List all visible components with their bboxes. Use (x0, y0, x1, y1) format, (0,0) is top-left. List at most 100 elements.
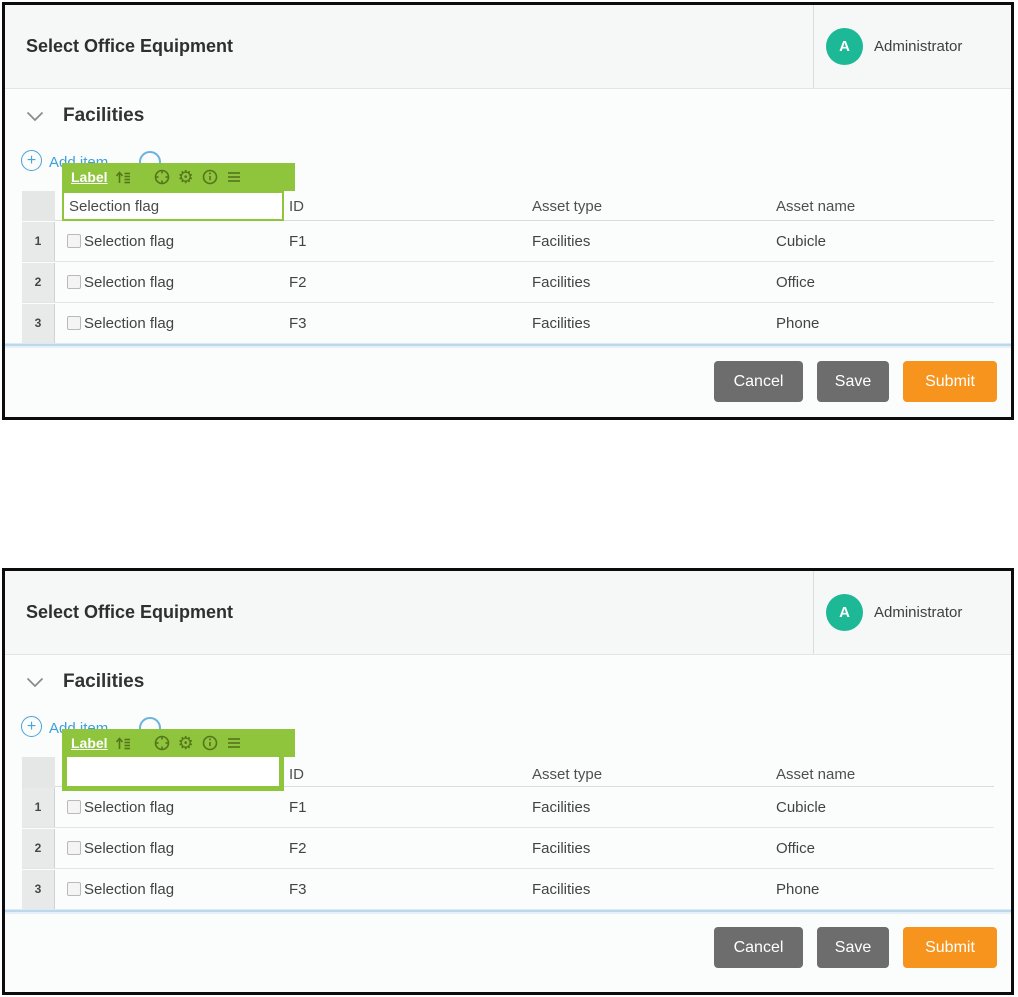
panel-header: Select Office Equipment A Administrator (5, 5, 1011, 89)
table-row: 1 Selection flag F1 Facilities Cubicle (22, 787, 994, 828)
section-title: Facilities (63, 105, 145, 126)
submit-button[interactable]: Submit (903, 361, 997, 402)
table-row: 3 Selection flag F3 Facilities Phone (22, 303, 994, 344)
selection-flag-label: Selection flag (84, 232, 175, 250)
id-cell: F1 (289, 232, 307, 250)
selection-flag-column-header[interactable]: Selection flag (62, 191, 284, 221)
panel-header: Select Office Equipment A Administrator (5, 571, 1011, 655)
table-row: 3 Selection flag F3 Facilities Phone (22, 869, 994, 910)
section-title: Facilities (63, 671, 145, 692)
cancel-button[interactable]: Cancel (714, 361, 803, 402)
selection-checkbox[interactable] (67, 800, 81, 814)
asset-name-cell: Cubicle (776, 798, 827, 816)
footer-divider (5, 344, 1011, 346)
selection-flag-label: Selection flag (84, 314, 175, 332)
overlay-label-link[interactable]: Label (71, 169, 108, 185)
operator-menu-button[interactable]: A Administrator (813, 5, 1011, 88)
assets-table: Selection flag ID Asset type Asset name … (22, 191, 994, 344)
selection-checkbox[interactable] (67, 275, 81, 289)
id-cell: F3 (289, 314, 307, 332)
page-title: Select Office Equipment (26, 602, 234, 622)
id-column-header: ID (289, 197, 304, 215)
avatar: A (826, 28, 863, 65)
table-row: 2 Selection flag F2 Facilities Office (22, 262, 994, 303)
row-number: 2 (22, 262, 55, 302)
id-cell: F1 (289, 798, 307, 816)
asset-name-cell: Office (776, 839, 815, 857)
row-number-header (22, 757, 55, 791)
menu-icon[interactable] (226, 167, 242, 187)
table-row: 2 Selection flag F2 Facilities Office (22, 828, 994, 869)
asset-name-cell: Phone (776, 314, 820, 332)
design-overlay-toolbar: Label ⚙ (62, 729, 295, 757)
selection-checkbox[interactable] (67, 234, 81, 248)
footer-divider (5, 910, 1011, 912)
info-icon[interactable] (201, 733, 219, 753)
asset-name-cell: Office (776, 273, 815, 291)
column-label-input[interactable] (67, 757, 279, 786)
save-button[interactable]: Save (817, 927, 889, 968)
asset-type-cell: Facilities (532, 314, 591, 332)
selection-checkbox[interactable] (67, 882, 81, 896)
asset-type-cell: Facilities (532, 273, 591, 291)
asset-type-cell: Facilities (532, 232, 591, 250)
id-cell: F2 (289, 273, 307, 291)
asset-name-column-header: Asset name (776, 765, 856, 783)
table-header-row: Selection flag ID Asset type Asset name (22, 191, 994, 221)
operator-name: Administrator (874, 38, 963, 55)
section-header: Facilities (26, 671, 144, 693)
move-up-list-icon[interactable] (115, 733, 132, 753)
row-number: 3 (22, 869, 55, 909)
selection-flag-label: Selection flag (84, 880, 175, 898)
asset-type-cell: Facilities (532, 839, 591, 857)
settings-icon[interactable]: ⚙ (177, 167, 194, 187)
operator-name: Administrator (874, 604, 963, 621)
id-cell: F3 (289, 880, 307, 898)
submit-button[interactable]: Submit (903, 927, 997, 968)
row-number: 3 (22, 303, 55, 343)
assets-table: ID Asset type Asset name 1 Selection fla… (22, 757, 994, 910)
asset-name-cell: Phone (776, 880, 820, 898)
selection-flag-label: Selection flag (84, 273, 175, 291)
asset-type-cell: Facilities (532, 880, 591, 898)
selection-checkbox[interactable] (67, 316, 81, 330)
modal-panel: Select Office Equipment A Administrator … (2, 568, 1014, 995)
add-item-icon[interactable]: + (21, 150, 42, 171)
row-number: 1 (22, 787, 55, 827)
add-item-icon[interactable]: + (21, 716, 42, 737)
selection-flag-label: Selection flag (84, 798, 175, 816)
footer-buttons: Cancel Save Submit (714, 361, 997, 402)
id-column-header: ID (289, 765, 304, 783)
save-button[interactable]: Save (817, 361, 889, 402)
overlay-label-link[interactable]: Label (71, 735, 108, 751)
section-header: Facilities (26, 105, 144, 127)
row-number: 2 (22, 828, 55, 868)
modal-panel: Select Office Equipment A Administrator … (2, 2, 1014, 420)
target-icon[interactable] (153, 167, 171, 187)
info-icon[interactable] (201, 167, 219, 187)
avatar: A (826, 594, 863, 631)
table-header-row: ID Asset type Asset name (22, 757, 994, 791)
asset-name-column-header: Asset name (776, 197, 856, 215)
panel-body: Facilities + Add item Label ⚙ (5, 89, 1011, 417)
table-row: 1 Selection flag F1 Facilities Cubicle (22, 221, 994, 262)
id-cell: F2 (289, 839, 307, 857)
settings-icon[interactable]: ⚙ (177, 733, 194, 753)
footer-buttons: Cancel Save Submit (714, 927, 997, 968)
asset-type-column-header: Asset type (532, 765, 603, 783)
move-up-list-icon[interactable] (115, 167, 132, 187)
row-number: 1 (22, 221, 55, 261)
asset-type-cell: Facilities (532, 798, 591, 816)
target-icon[interactable] (153, 733, 171, 753)
selection-flag-header-edit (62, 757, 284, 791)
operator-menu-button[interactable]: A Administrator (813, 571, 1011, 654)
menu-icon[interactable] (226, 733, 242, 753)
chevron-down-icon[interactable] (26, 111, 44, 122)
chevron-down-icon[interactable] (26, 677, 44, 688)
row-number-header (22, 191, 55, 221)
selection-checkbox[interactable] (67, 841, 81, 855)
design-overlay-toolbar: Label ⚙ (62, 163, 295, 191)
panel-body: Facilities + Add item Label ⚙ (5, 655, 1011, 992)
selection-flag-label: Selection flag (84, 839, 175, 857)
cancel-button[interactable]: Cancel (714, 927, 803, 968)
